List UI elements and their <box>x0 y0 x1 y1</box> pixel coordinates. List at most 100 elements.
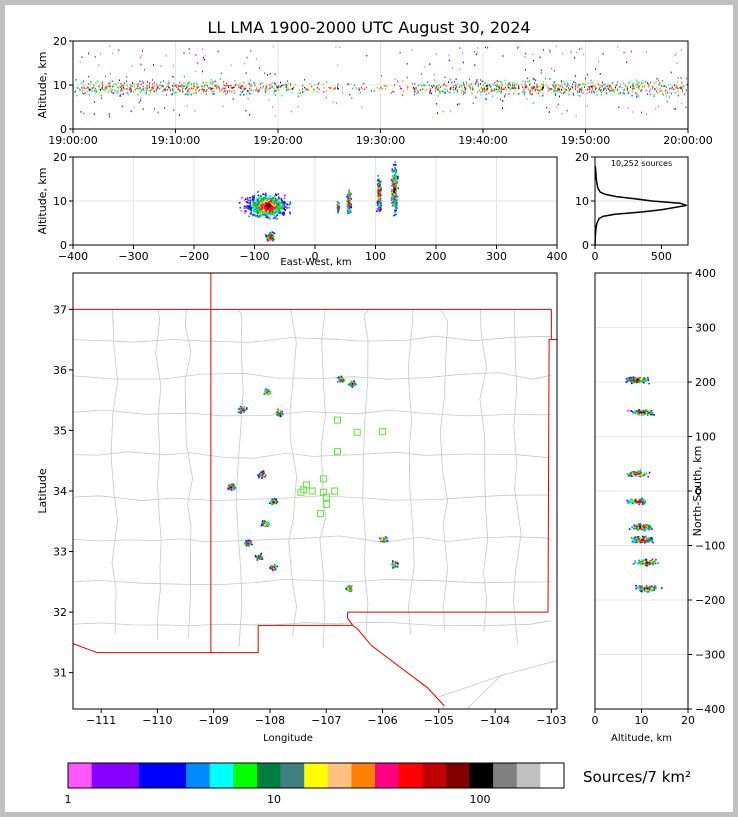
altitude-north-south-source <box>636 526 639 529</box>
altitude-time-source <box>260 83 261 85</box>
altitude-time-source <box>386 85 388 87</box>
map-source <box>282 413 284 416</box>
altitude-north-south-source <box>638 539 641 542</box>
altitude-time-source <box>203 56 204 59</box>
map-source <box>244 542 247 545</box>
altitude-east-west-source <box>269 212 271 215</box>
plan-view-map-ytick-label: 31 <box>53 667 67 680</box>
altitude-east-west-source <box>273 212 276 214</box>
altitude-east-west-source <box>278 206 280 209</box>
altitude-time-source <box>577 83 579 86</box>
altitude-north-south-source <box>649 563 651 565</box>
altitude-time-source <box>638 85 640 87</box>
altitude-time-source <box>134 88 136 91</box>
altitude-time-source <box>664 85 666 87</box>
altitude-time-source <box>567 84 569 87</box>
altitude-time-source <box>601 84 603 87</box>
map-source <box>273 566 275 568</box>
altitude-time-source <box>249 114 251 116</box>
altitude-time-source <box>457 91 459 93</box>
altitude-time-source <box>538 92 539 95</box>
altitude-time-source <box>628 84 630 87</box>
altitude-time-source <box>482 88 484 91</box>
altitude-east-west-source <box>243 210 245 212</box>
altitude-time-source <box>517 93 519 95</box>
altitude-time-source <box>215 83 216 86</box>
altitude-time-source <box>361 86 362 89</box>
altitude-time-source <box>524 83 526 85</box>
map-station-marker <box>331 487 339 495</box>
altitude-north-south-source <box>645 525 647 528</box>
altitude-time-source <box>261 87 263 89</box>
altitude-time-source <box>249 87 251 90</box>
altitude-east-west-source <box>277 193 280 195</box>
altitude-time-source <box>261 82 263 84</box>
altitude-time-source <box>592 82 594 84</box>
altitude-time-source <box>83 84 85 87</box>
map-source <box>384 538 386 540</box>
altitude-east-west-source <box>396 204 398 206</box>
altitude-east-west-source <box>391 202 393 204</box>
altitude-north-south-ytick-label: 200 <box>695 376 716 389</box>
map-source <box>349 384 352 387</box>
plan-view-map-ytick-label: 34 <box>53 485 67 498</box>
map-source <box>239 409 242 411</box>
altitude-east-west-source <box>253 196 255 199</box>
altitude-east-west-source <box>249 204 252 207</box>
altitude-time-source <box>556 90 558 93</box>
altitude-east-west-source <box>393 201 396 204</box>
altitude-east-west-source <box>262 206 265 208</box>
altitude-time-source <box>505 93 507 96</box>
altitude-time-source <box>243 88 245 90</box>
altitude-east-west-source <box>259 205 262 207</box>
altitude-time-source <box>173 89 175 92</box>
map-source <box>347 383 350 386</box>
altitude-east-west-source <box>289 212 291 215</box>
altitude-time-source <box>543 49 544 51</box>
altitude-time-source <box>609 89 610 92</box>
altitude-time-source <box>534 86 535 88</box>
altitude-east-west-source <box>272 206 275 209</box>
altitude-time-source <box>400 87 401 89</box>
map-source <box>251 543 253 546</box>
altitude-time-source <box>173 109 175 111</box>
altitude-east-west-source <box>395 202 398 204</box>
map-source <box>391 563 393 566</box>
altitude-time-source <box>123 87 125 90</box>
altitude-time-source <box>561 84 563 86</box>
altitude-time-source <box>362 83 364 85</box>
map-source <box>241 409 243 412</box>
altitude-time-source <box>445 85 447 87</box>
plan-view-map-xtick-label: −109 <box>199 714 229 727</box>
altitude-time-source <box>83 112 85 115</box>
altitude-time-source <box>394 84 396 86</box>
altitude-east-west-source <box>274 203 276 206</box>
altitude-east-west-source <box>239 206 242 209</box>
altitude-north-south-source <box>635 587 637 590</box>
altitude-time-source <box>197 62 199 65</box>
altitude-time-source <box>555 94 556 96</box>
altitude-east-west-source <box>276 198 278 201</box>
altitude-histogram-ytick-label: 0 <box>582 239 589 252</box>
altitude-time-source <box>477 85 479 87</box>
altitude-time-source <box>330 87 332 89</box>
altitude-north-south-source <box>641 538 644 540</box>
altitude-time-source <box>229 90 231 92</box>
altitude-time-source <box>183 87 185 89</box>
altitude-time-source <box>247 97 249 100</box>
altitude-time-source <box>100 89 101 91</box>
altitude-time-source <box>577 86 579 88</box>
altitude-time-source <box>120 82 122 85</box>
altitude-east-west-source <box>267 235 269 237</box>
altitude-time-source <box>211 83 213 86</box>
altitude-east-west-source <box>272 234 274 237</box>
map-source <box>232 483 234 485</box>
altitude-north-south-source <box>635 499 637 502</box>
altitude-time-source <box>661 90 663 92</box>
altitude-north-south-source <box>636 536 639 538</box>
altitude-time-source <box>187 90 188 93</box>
altitude-time-source <box>170 88 172 90</box>
altitude-time-source <box>230 64 232 67</box>
altitude-east-west-source <box>377 194 380 197</box>
altitude-time-source <box>137 85 139 87</box>
